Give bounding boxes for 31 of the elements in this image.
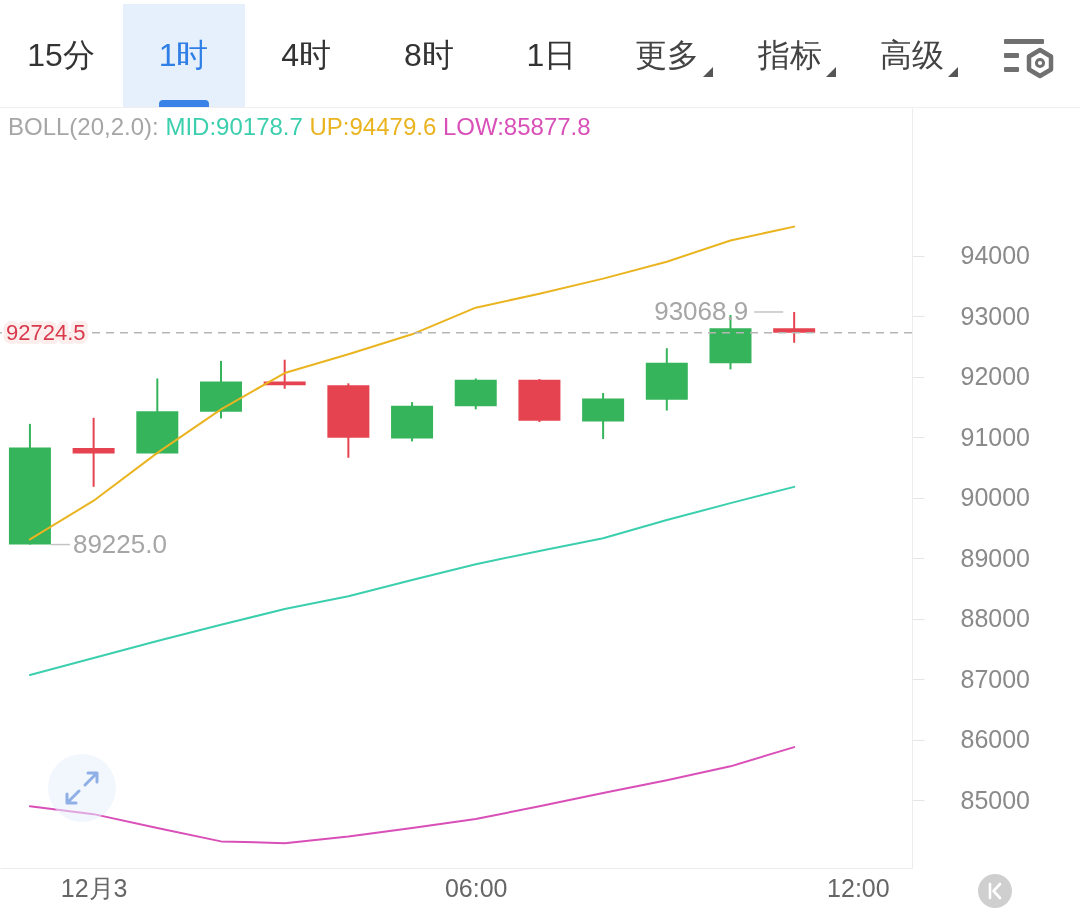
- y-tick-label: 87000: [960, 664, 1031, 693]
- y-tick-label: 94000: [960, 241, 1031, 270]
- y-tick-label: 92000: [960, 362, 1031, 391]
- line-series: [28, 485, 796, 676]
- y-tick-label: 86000: [960, 725, 1031, 754]
- text: 15分: [27, 35, 95, 75]
- text: 高级: [880, 35, 945, 75]
- legend-title: BOLL(20,2.0):: [8, 113, 159, 140]
- x-tick-label: 12月3: [60, 873, 128, 902]
- annotation: 93068.9: [654, 295, 749, 326]
- x-tick-label: 12:00: [827, 873, 890, 902]
- text: 指标: [757, 35, 822, 75]
- text: 8时: [403, 35, 454, 75]
- candlestick: [72, 416, 115, 488]
- ref-line-label: 92724.5: [6, 319, 86, 345]
- x-tick-label: 06:00: [444, 873, 508, 902]
- annotation: 89225.0: [72, 528, 167, 559]
- text: 1时: [158, 35, 209, 75]
- y-tick-label: 85000: [960, 785, 1031, 814]
- text: MID:90178.7: [165, 113, 303, 140]
- text: 更多: [635, 35, 699, 75]
- y-tick-label: 89000: [960, 543, 1031, 572]
- y-tick-label: 88000: [960, 604, 1031, 633]
- text: 4时: [281, 35, 332, 75]
- y-tick-label: 93000: [960, 301, 1031, 330]
- text: LOW:85877.8: [442, 113, 591, 140]
- text: UP:94479.6: [309, 113, 437, 140]
- line-series: [28, 746, 796, 845]
- text: 1日: [526, 35, 577, 75]
- y-tick-label: 90000: [960, 483, 1031, 512]
- y-tick-label: 91000: [960, 422, 1031, 451]
